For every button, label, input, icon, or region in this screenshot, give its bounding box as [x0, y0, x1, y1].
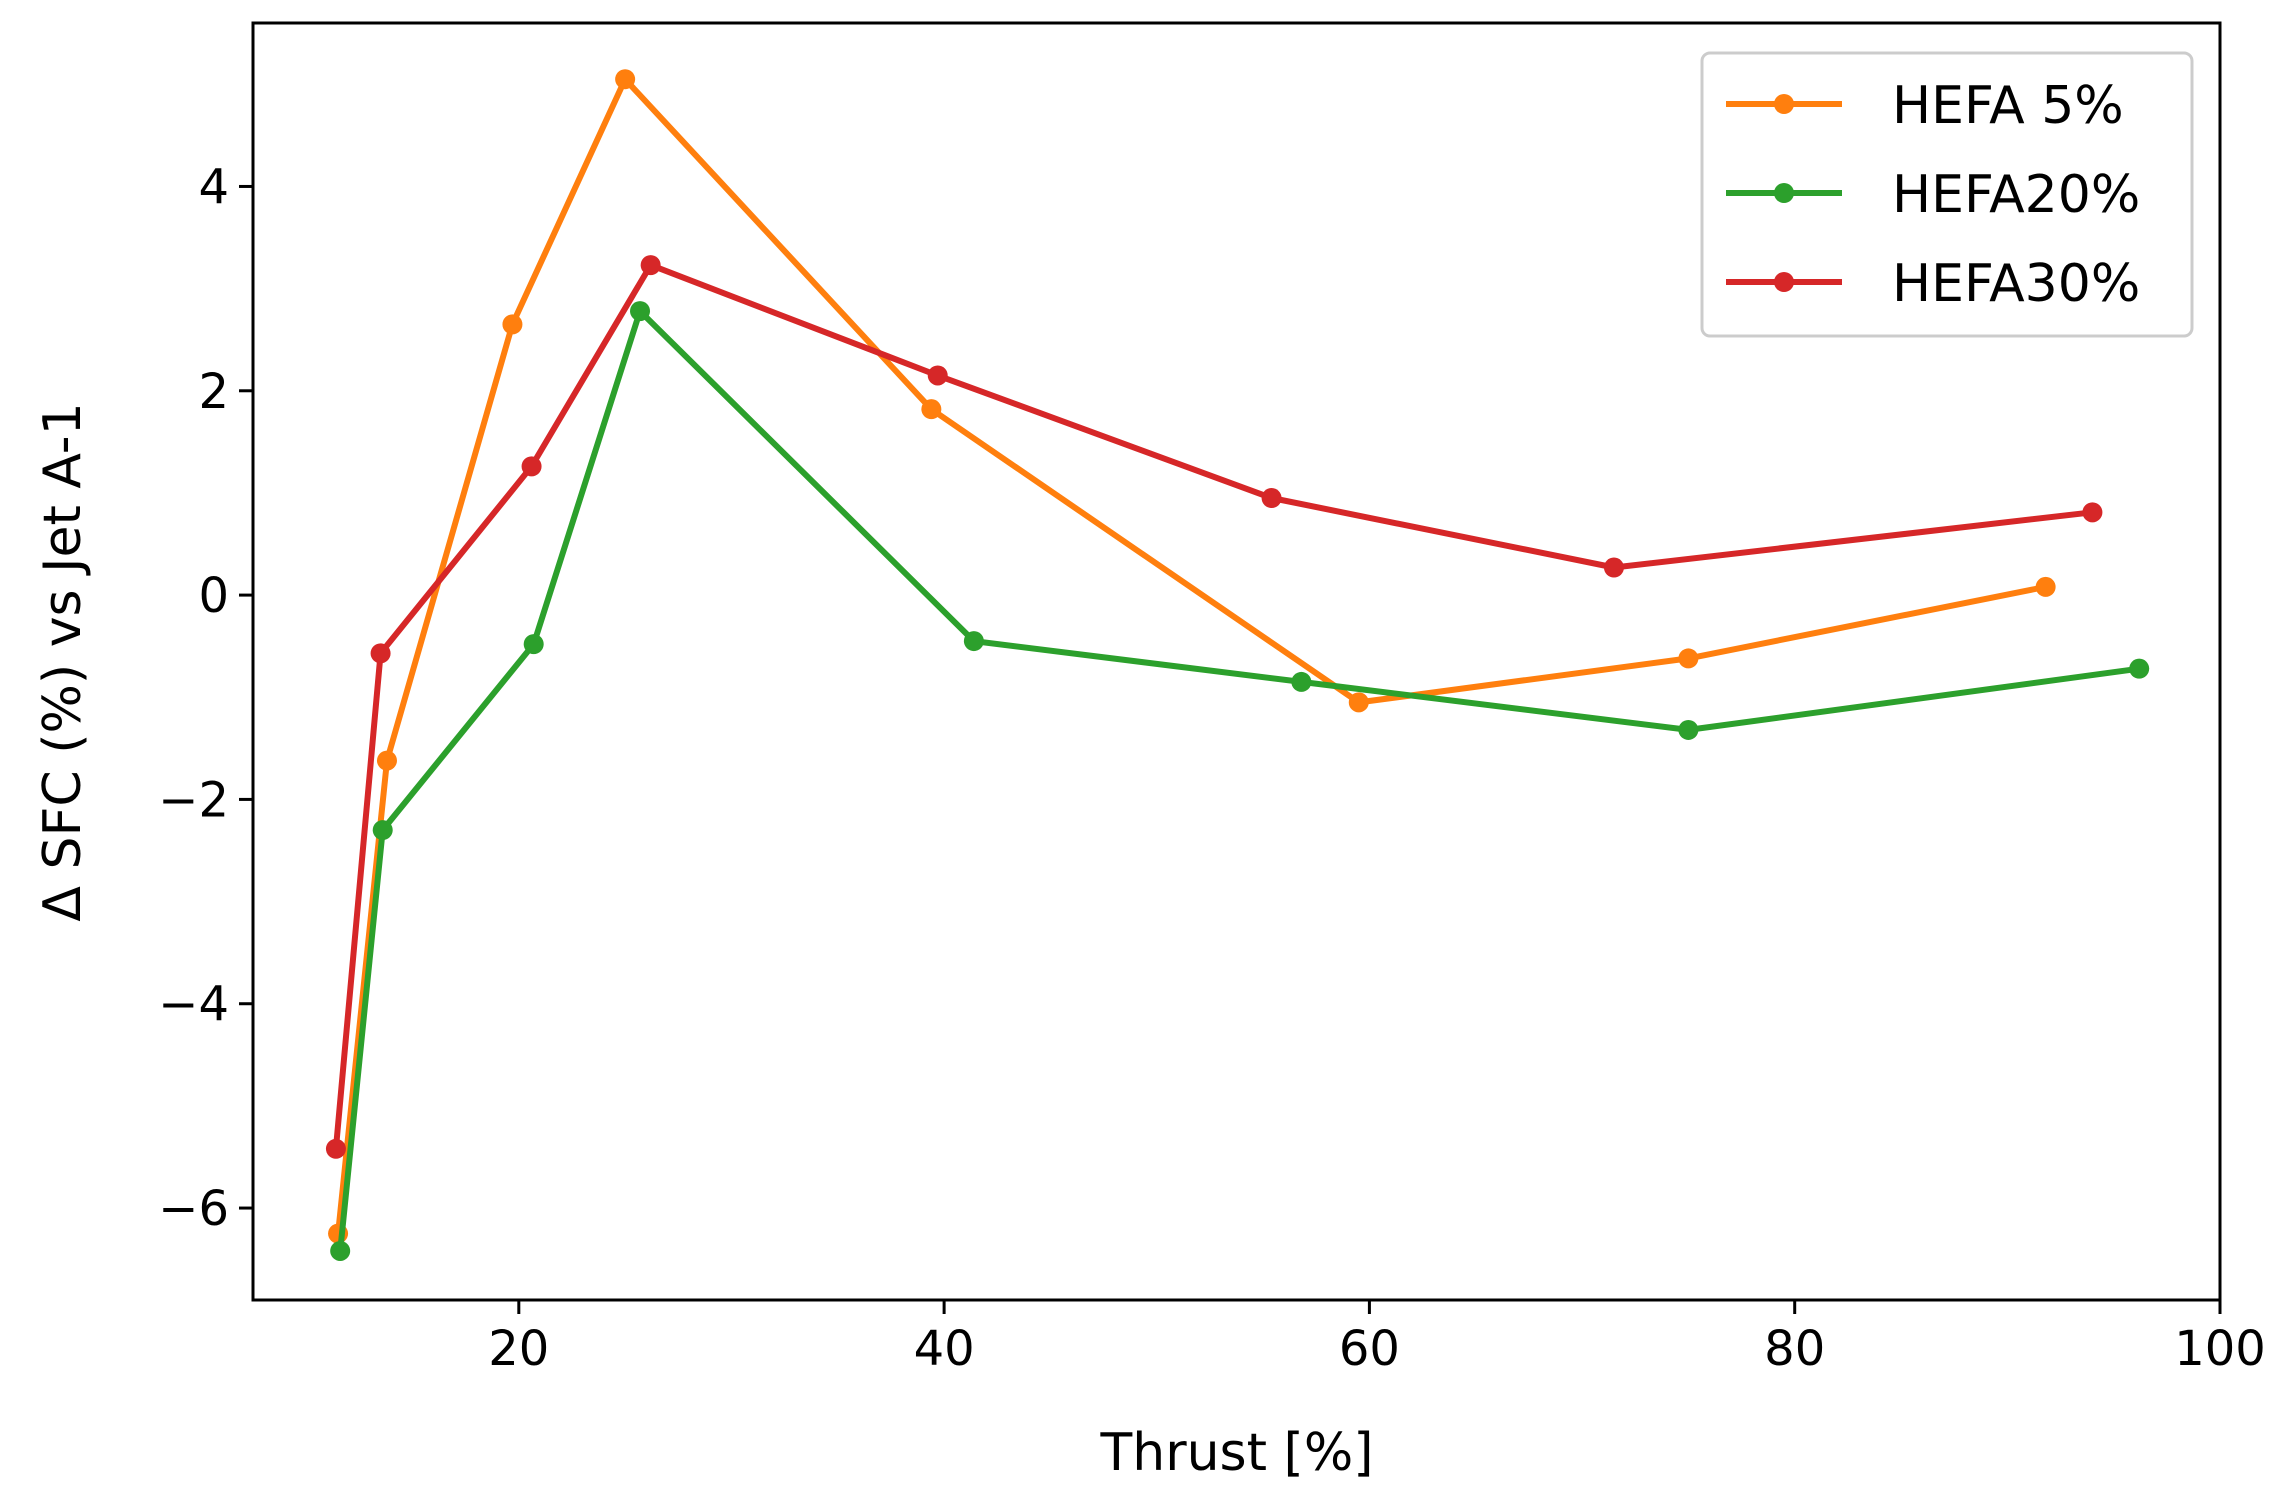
legend-marker-hefa20: [1774, 183, 1794, 203]
legend-item-hefa30: HEFA30%: [1726, 254, 2140, 314]
x-tick-label: 100: [2174, 1321, 2266, 1377]
data-point-hefa20: [2129, 658, 2150, 679]
data-point-hefa30: [927, 365, 948, 386]
x-axis-ticks: 20 40 60 80 100: [488, 1300, 2266, 1377]
y-tick-label: −6: [158, 1181, 229, 1237]
legend-item-hefa20: HEFA20%: [1726, 165, 2140, 225]
y-tick-label: −2: [158, 772, 229, 828]
data-point-hefa-5: [1678, 648, 1699, 669]
x-tick-label: 80: [1764, 1321, 1825, 1377]
legend: HEFA 5% HEFA20% HEFA30%: [1700, 51, 2194, 338]
data-point-hefa20: [330, 1240, 351, 1261]
data-point-hefa20: [523, 634, 544, 655]
legend-label: HEFA20%: [1892, 165, 2140, 225]
series-layer: [325, 69, 2150, 1261]
y-tick-label: 2: [198, 364, 229, 420]
plot-area: [251, 21, 2222, 1302]
data-point-hefa-5: [1348, 692, 1369, 713]
data-point-hefa30: [1603, 557, 1624, 578]
data-point-hefa30: [325, 1138, 346, 1159]
series-line-hefa30: [332, 262, 2096, 1152]
data-point-hefa20: [630, 301, 651, 322]
y-axis-ticks: −6 −4 −2 0 2 4: [158, 159, 253, 1237]
y-tick-label: 0: [198, 568, 229, 624]
data-point-hefa20: [1678, 719, 1699, 740]
data-point-hefa-5: [921, 399, 942, 420]
data-point-hefa30: [2082, 502, 2103, 523]
y-tick-label: 4: [198, 159, 229, 215]
x-tick-label: 20: [488, 1321, 549, 1377]
series-hefa-5: [328, 69, 2056, 1244]
data-point-hefa-5: [615, 69, 636, 90]
plot-frame: [251, 21, 2222, 1302]
data-point-hefa30: [1261, 488, 1282, 509]
x-tick-label: 60: [1339, 1321, 1400, 1377]
legend-frame: [1700, 51, 2194, 338]
data-point-hefa20: [372, 820, 393, 841]
x-tick-label: 40: [914, 1321, 975, 1377]
data-point-hefa20: [1291, 671, 1312, 692]
legend-label: HEFA 5%: [1892, 76, 2124, 136]
data-point-hefa-5: [502, 314, 523, 335]
legend-label: HEFA30%: [1892, 254, 2140, 314]
series-line-hefa20: [337, 308, 2143, 1254]
data-point-hefa20: [963, 631, 984, 652]
legend-marker-hefa30: [1774, 272, 1794, 292]
y-tick-label: −4: [158, 977, 229, 1033]
legend-marker-hefa-5: [1774, 94, 1794, 114]
data-point-hefa30: [640, 255, 661, 276]
series-hefa20: [330, 301, 2150, 1261]
series-line-hefa-5: [335, 76, 2049, 1237]
data-point-hefa-5: [2035, 576, 2056, 597]
series-hefa30: [325, 255, 2103, 1159]
data-point-hefa30: [370, 643, 391, 664]
y-axis-label: Δ SFC (%) vs Jet A-1: [33, 402, 93, 921]
data-point-hefa30: [521, 456, 542, 477]
x-axis-label: Thrust [%]: [1099, 1423, 1373, 1483]
legend-item-hefa-5: HEFA 5%: [1726, 76, 2124, 136]
data-point-hefa-5: [376, 750, 397, 771]
